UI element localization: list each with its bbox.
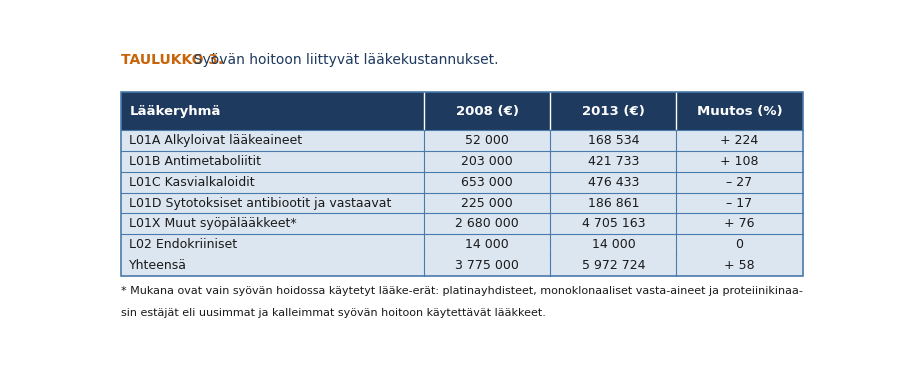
Text: 2008 (€): 2008 (€) [456, 105, 519, 117]
Bar [121, 92, 803, 276]
Text: 0: 0 [735, 238, 743, 251]
Text: 52 000: 52 000 [466, 134, 509, 147]
Text: 653 000: 653 000 [461, 176, 514, 189]
Bar [121, 130, 803, 151]
Bar [121, 234, 803, 255]
Text: 225 000: 225 000 [461, 197, 514, 210]
Text: 2 680 000: 2 680 000 [455, 218, 519, 230]
Text: + 224: + 224 [721, 134, 759, 147]
Text: L01D Sytotoksiset antibiootit ja vastaavat: L01D Sytotoksiset antibiootit ja vastaav… [130, 197, 392, 210]
Text: – 27: – 27 [726, 176, 752, 189]
Text: Muutos (%): Muutos (%) [696, 105, 782, 117]
Bar [121, 213, 803, 234]
Text: 5 972 724: 5 972 724 [582, 259, 645, 272]
Text: Lääkeryhmä: Lääkeryhmä [130, 105, 221, 117]
Text: TAULUKKO 3.: TAULUKKO 3. [121, 53, 223, 67]
Text: L01X Muut syöpälääkkeet*: L01X Muut syöpälääkkeet* [130, 218, 297, 230]
Text: 476 433: 476 433 [587, 176, 639, 189]
Bar [121, 172, 803, 193]
Text: 203 000: 203 000 [461, 155, 514, 168]
Text: L01B Antimetaboliitit: L01B Antimetaboliitit [130, 155, 261, 168]
Text: sin estäjät eli uusimmat ja kalleimmat syövän hoitoon käytettävät lääkkeet.: sin estäjät eli uusimmat ja kalleimmat s… [121, 308, 546, 318]
Text: 421 733: 421 733 [587, 155, 639, 168]
Text: – 17: – 17 [726, 197, 752, 210]
Text: + 108: + 108 [720, 155, 759, 168]
Text: 4 705 163: 4 705 163 [582, 218, 645, 230]
Text: + 76: + 76 [724, 218, 755, 230]
Bar [121, 255, 803, 276]
Text: L02 Endokriiniset: L02 Endokriiniset [130, 238, 238, 251]
Text: 168 534: 168 534 [587, 134, 639, 147]
Bar [121, 151, 803, 172]
Bar [121, 92, 803, 130]
Text: 3 775 000: 3 775 000 [455, 259, 519, 272]
Text: Yhteensä: Yhteensä [130, 259, 187, 272]
Text: 2013 (€): 2013 (€) [582, 105, 645, 117]
Text: L01A Alkyloivat lääkeaineet: L01A Alkyloivat lääkeaineet [130, 134, 303, 147]
Text: 186 861: 186 861 [587, 197, 639, 210]
Text: 14 000: 14 000 [466, 238, 509, 251]
Text: L01C Kasvialkaloidit: L01C Kasvialkaloidit [130, 176, 255, 189]
Text: * Mukana ovat vain syövän hoidossa käytetyt lääke-erät: platinayhdisteet, monokl: * Mukana ovat vain syövän hoidossa käyte… [121, 286, 803, 296]
Bar [121, 193, 803, 213]
Text: Syövän hoitoon liittyvät lääkekustannukset.: Syövän hoitoon liittyvät lääkekustannuks… [186, 53, 499, 67]
Text: + 58: + 58 [724, 259, 755, 272]
Text: 14 000: 14 000 [592, 238, 635, 251]
